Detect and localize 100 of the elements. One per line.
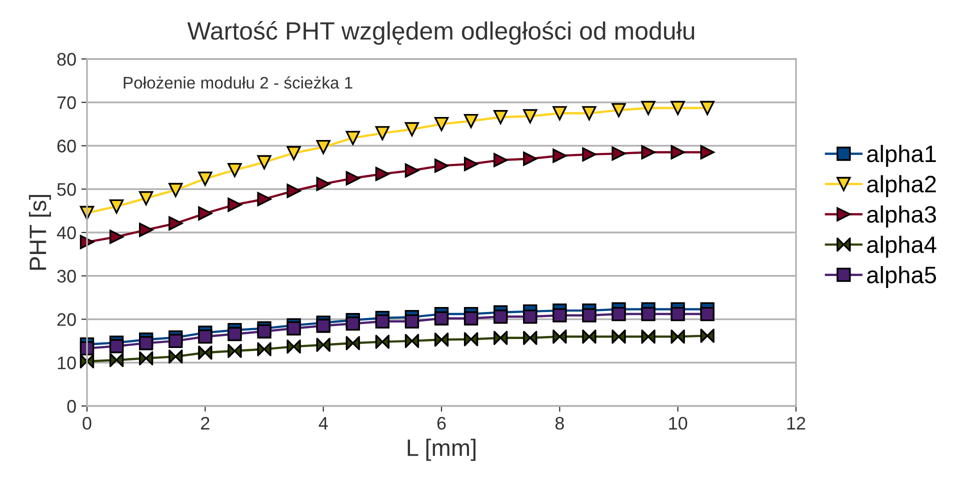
point (346, 171, 360, 186)
y-tick-label: 30 (57, 270, 76, 283)
point (198, 206, 212, 220)
point (286, 321, 301, 336)
point (257, 342, 272, 356)
y-tick-label: 40 (56, 226, 76, 240)
point (168, 334, 183, 348)
point (582, 147, 596, 162)
point (346, 316, 360, 331)
point (700, 306, 714, 322)
point (139, 336, 154, 350)
legend-label: alpha3 (867, 205, 936, 228)
x-axis-title: L [mm] (408, 438, 476, 461)
point (228, 162, 242, 178)
point (494, 330, 508, 345)
x-tick-label: 2 (201, 416, 210, 430)
point (375, 334, 390, 349)
point (316, 318, 330, 333)
point (139, 222, 154, 237)
chart-title: Wartość PHT względem odległości od modułu (187, 21, 694, 45)
point (168, 349, 183, 364)
point (612, 103, 626, 118)
point (228, 198, 242, 212)
point (109, 199, 124, 214)
point (346, 336, 360, 350)
point (257, 192, 272, 206)
point (404, 163, 420, 178)
point (523, 330, 538, 345)
point (168, 216, 183, 230)
x-tick-label: 4 (318, 417, 328, 430)
point (523, 109, 538, 124)
point (404, 314, 420, 329)
y-tick-label: 20 (57, 313, 76, 326)
point (612, 330, 626, 344)
x-tick-label: 12 (787, 416, 806, 430)
point (464, 114, 478, 128)
legend-label: alpha5 (867, 266, 936, 288)
point (670, 145, 685, 160)
point (109, 352, 124, 368)
y-tick-label: 0 (67, 400, 76, 413)
point (612, 146, 626, 161)
point (316, 140, 330, 154)
point (552, 106, 567, 120)
x-tick-label: 8 (555, 416, 564, 430)
point (375, 166, 390, 182)
point (552, 330, 567, 344)
point (139, 351, 154, 366)
point (700, 328, 714, 343)
x-tick-label: 6 (437, 416, 446, 430)
point (109, 230, 124, 244)
point (464, 156, 478, 172)
point (404, 334, 420, 348)
point (494, 310, 508, 324)
point (464, 332, 478, 346)
point (612, 306, 626, 322)
point (494, 152, 508, 168)
y-tick-label: 80 (57, 52, 76, 66)
point (582, 106, 596, 120)
legend-label: alpha2 (867, 175, 936, 198)
point (552, 308, 567, 322)
point (464, 311, 478, 326)
point (700, 100, 714, 116)
point (434, 116, 449, 132)
point (346, 130, 360, 146)
point (168, 182, 183, 198)
point (375, 314, 390, 329)
point (670, 330, 685, 344)
point (641, 330, 656, 344)
point (641, 145, 656, 160)
y-tick-label: 10 (58, 356, 76, 370)
point (109, 339, 124, 354)
point (582, 330, 596, 344)
point (316, 338, 330, 352)
y-axis-title: PHT [s] (28, 195, 51, 270)
point (316, 176, 330, 192)
x-tick-label: 0 (82, 416, 92, 430)
point (257, 155, 272, 170)
annotation: Położenie modułu 2 - ścieżka 1 (124, 76, 352, 89)
point (228, 326, 242, 342)
legend-label: alpha1 (867, 144, 936, 167)
point (375, 126, 390, 140)
point (286, 146, 301, 160)
point (257, 324, 272, 338)
point (523, 152, 538, 166)
point (228, 344, 242, 358)
point (80, 354, 94, 368)
point (139, 191, 154, 206)
point (700, 145, 714, 160)
point (494, 110, 508, 124)
x-tick-label: 10 (669, 416, 688, 430)
y-tick-label: 70 (57, 96, 76, 110)
point (286, 339, 301, 354)
point (404, 122, 420, 136)
point (641, 100, 656, 116)
legend-label: alpha4 (867, 236, 936, 258)
point (641, 306, 656, 322)
point (198, 346, 212, 360)
point (434, 158, 449, 173)
point (434, 332, 449, 347)
point (523, 310, 538, 324)
